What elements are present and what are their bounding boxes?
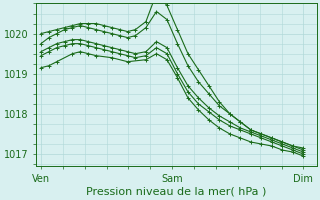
X-axis label: Pression niveau de la mer( hPa ): Pression niveau de la mer( hPa ) — [86, 187, 266, 197]
